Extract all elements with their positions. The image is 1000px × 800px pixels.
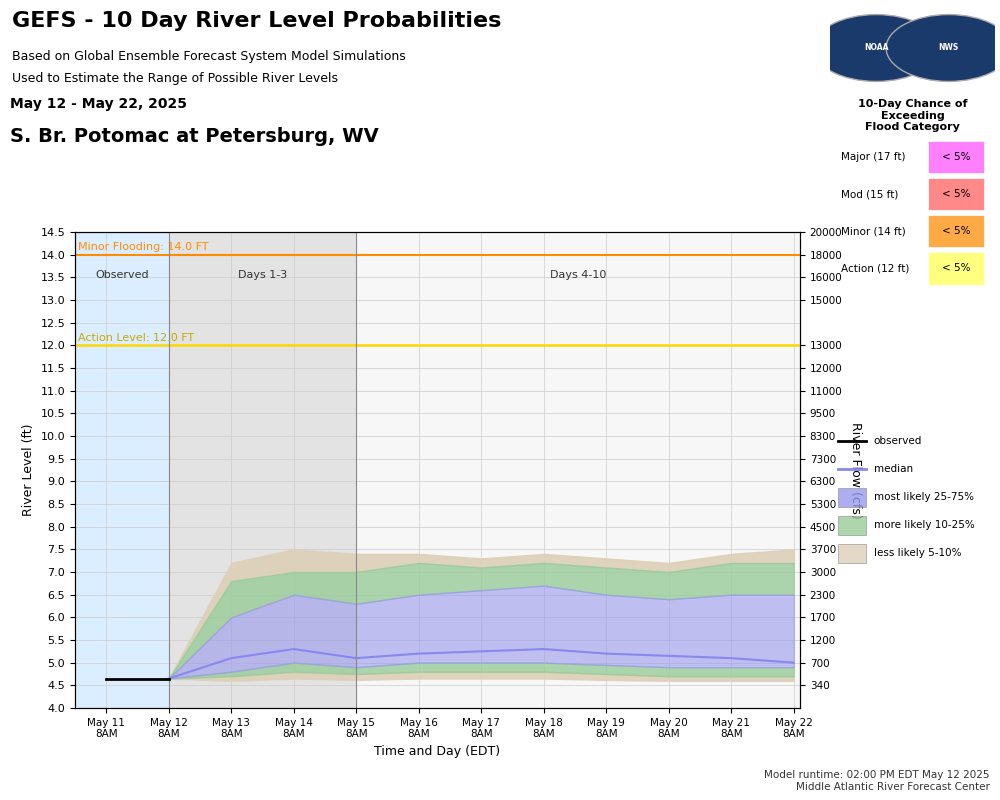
Bar [169,232,356,708]
Text: Days 1-3: Days 1-3 [238,270,287,280]
Circle shape [886,14,1000,82]
Text: NOAA: NOAA [864,43,888,53]
Text: less likely 5-10%: less likely 5-10% [874,548,961,558]
Text: < 5%: < 5% [942,189,970,199]
Text: observed: observed [874,436,922,446]
Text: Mod (15 ft): Mod (15 ft) [841,189,899,199]
Bar [928,178,984,210]
Text: Used to Estimate the Range of Possible River Levels: Used to Estimate the Range of Possible R… [12,72,338,85]
Text: median: median [874,464,913,474]
Y-axis label: River Flow (cfs): River Flow (cfs) [849,422,862,518]
X-axis label: Time and Day (EDT): Time and Day (EDT) [374,745,501,758]
Text: Observed: Observed [95,270,149,280]
Text: Minor (14 ft): Minor (14 ft) [841,226,906,236]
Text: Based on Global Ensemble Forecast System Model Simulations: Based on Global Ensemble Forecast System… [12,50,406,62]
Text: S. Br. Potomac at Petersburg, WV: S. Br. Potomac at Petersburg, WV [10,127,379,146]
Bar [838,488,866,506]
Text: < 5%: < 5% [942,226,970,236]
Text: 10-Day Chance of
Exceeding
Flood Category: 10-Day Chance of Exceeding Flood Categor… [858,99,967,132]
Bar [356,232,800,708]
Bar [75,232,169,708]
Text: < 5%: < 5% [942,152,970,162]
Text: < 5%: < 5% [942,263,970,274]
Bar [928,141,984,174]
Text: most likely 25-75%: most likely 25-75% [874,492,974,502]
Bar [838,544,866,562]
Text: Days 4-10: Days 4-10 [550,270,606,280]
Text: Major (17 ft): Major (17 ft) [841,152,906,162]
Text: Minor Flooding: 14.0 FT: Minor Flooding: 14.0 FT [78,242,209,252]
Text: May 12 - May 22, 2025: May 12 - May 22, 2025 [10,98,187,111]
Bar [838,517,866,534]
Text: NWS: NWS [939,43,959,53]
Text: GEFS - 10 Day River Level Probabilities: GEFS - 10 Day River Level Probabilities [12,11,501,31]
Text: more likely 10-25%: more likely 10-25% [874,520,974,530]
Text: Model runtime: 02:00 PM EDT May 12 2025
Middle Atlantic River Forecast Center: Model runtime: 02:00 PM EDT May 12 2025 … [765,770,990,792]
Y-axis label: River Level (ft): River Level (ft) [22,424,35,516]
Text: Action (12 ft): Action (12 ft) [841,263,910,274]
Bar [928,252,984,285]
Text: Action Level: 12.0 FT: Action Level: 12.0 FT [78,333,194,342]
Bar [928,215,984,247]
Circle shape [814,14,939,82]
